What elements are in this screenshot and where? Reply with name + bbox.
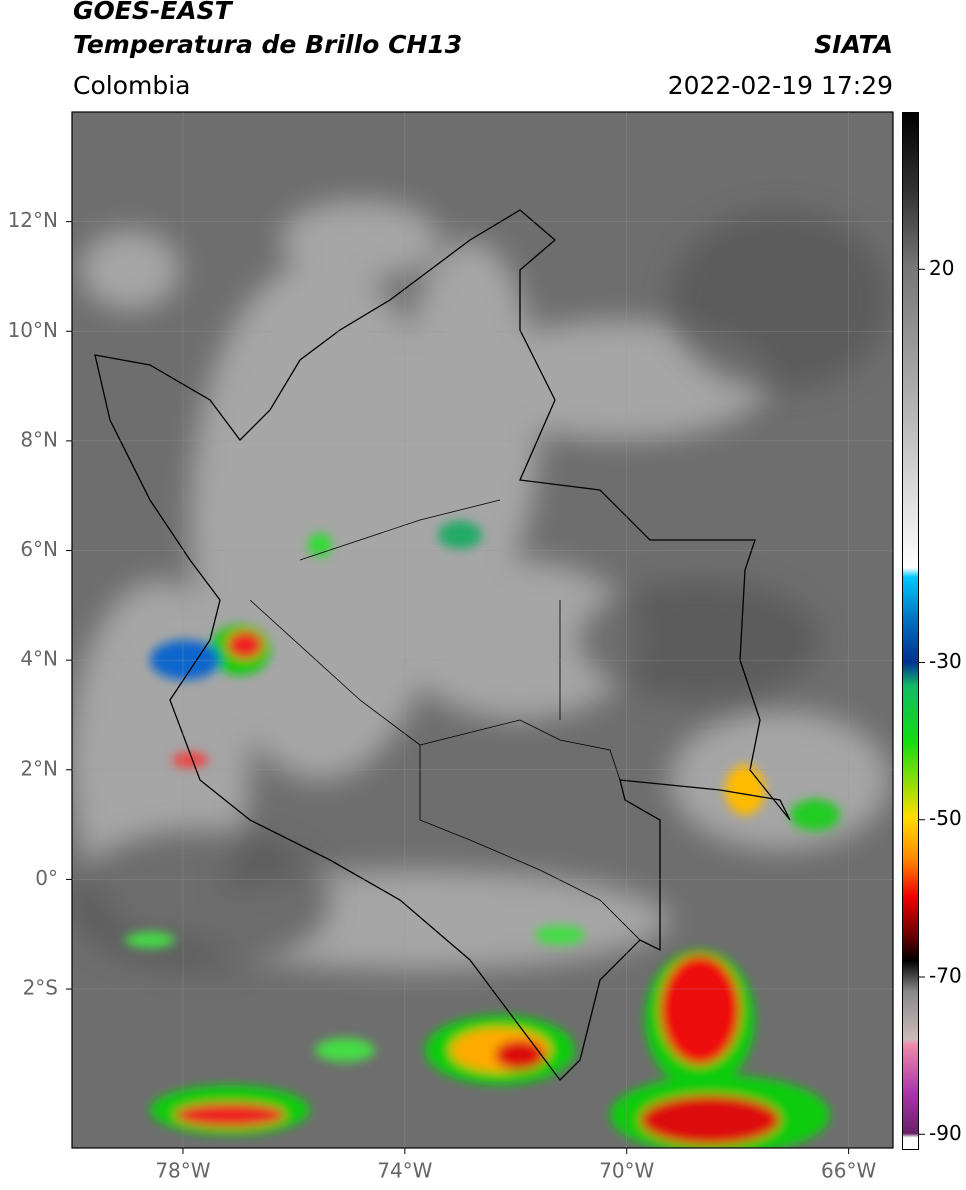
- x-tick-label: 70°W: [599, 1159, 654, 1183]
- colorbar-tick-label: -50: [929, 806, 962, 830]
- datetime: 2022-02-19 17:29: [667, 71, 893, 100]
- y-tick-label: 8°N: [20, 427, 58, 451]
- y-tick-label: 4°N: [20, 647, 58, 671]
- region: Colombia: [73, 71, 191, 100]
- y-tick-label: 2°S: [23, 976, 58, 1000]
- satellite-image: [72, 112, 893, 1148]
- y-tick-label: 12°N: [8, 208, 58, 232]
- y-tick-label: 10°N: [8, 318, 58, 342]
- source: SIATA: [814, 30, 893, 59]
- y-tick-label: 0°: [35, 866, 58, 890]
- x-tick-label: 66°W: [821, 1159, 876, 1183]
- colorbar-tick-label: -70: [929, 964, 962, 988]
- title: GOES-EAST: [73, 0, 232, 25]
- colorbar-tick-label: 20: [929, 256, 954, 280]
- colorbar-tick-label: -30: [929, 649, 962, 673]
- x-tick-label: 78°W: [155, 1159, 210, 1183]
- y-tick-label: 2°N: [20, 756, 58, 780]
- x-tick-label: 74°W: [377, 1159, 432, 1183]
- subtitle: Temperatura de Brillo CH13: [73, 30, 463, 59]
- y-tick-label: 6°N: [20, 537, 58, 561]
- colorbar: [902, 112, 919, 1150]
- colorbar-tick-label: -90: [929, 1121, 962, 1145]
